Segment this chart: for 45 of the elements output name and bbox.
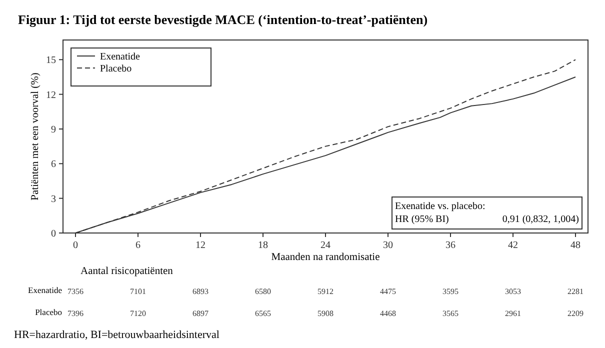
text: Aantal risicopatiënten — [80, 266, 174, 277]
y-tick-label: 15 — [46, 55, 56, 66]
text: 3595 — [442, 287, 458, 296]
x-tick-label: 6 — [136, 240, 140, 251]
text: 6897 — [192, 309, 208, 318]
text: 5908 — [318, 309, 334, 318]
text: 2961 — [505, 309, 521, 318]
x-tick-label: 36 — [446, 240, 456, 251]
x-tick-label: 48 — [570, 240, 580, 251]
text: 5912 — [318, 287, 334, 296]
y-tick-label: 3 — [51, 194, 56, 205]
text: 6580 — [255, 287, 271, 296]
annotation: Exenatide vs. placebo: — [395, 201, 486, 212]
x-tick-label: 42 — [508, 240, 518, 251]
y-tick-label: 6 — [51, 159, 56, 170]
annotation: 0,91 (0,832, 1,004) — [502, 214, 579, 225]
x-tick-label: 18 — [258, 240, 268, 251]
text: 7120 — [130, 309, 146, 318]
x-tick-label: 12 — [196, 240, 206, 251]
text: 2281 — [568, 287, 584, 296]
text: Placebo — [35, 307, 62, 317]
text: Exenatide — [28, 285, 62, 295]
x-tick-label: 24 — [320, 240, 330, 251]
text: 2209 — [568, 309, 584, 318]
x-axis-title: Maanden na randomisatie — [271, 252, 380, 263]
annotation: HR (95% BI) — [395, 214, 449, 225]
text: 7396 — [68, 309, 84, 318]
text: 7356 — [68, 287, 84, 296]
text: 3053 — [505, 287, 521, 296]
chart-title: Figuur 1: Tijd tot eerste bevestigde MACE (‘intention-to-treat’-patiënten) — [18, 12, 428, 27]
text: 6893 — [192, 287, 208, 296]
y-tick-label: 0 — [51, 228, 56, 240]
text: 6565 — [255, 309, 271, 318]
legend-label: Exenatide — [100, 52, 141, 62]
text: HR=hazardratio, BI=betrouwbaarheidsinterval — [14, 329, 220, 341]
text: 7101 — [130, 287, 146, 296]
x-tick-label: 0 — [73, 240, 78, 251]
text: 3565 — [442, 309, 458, 318]
x-tick-label: 30 — [383, 240, 393, 251]
y-axis-title: Patiënten met een voorval (%) — [30, 72, 41, 200]
text: 4468 — [380, 309, 396, 318]
legend-label: Placebo — [100, 64, 132, 74]
text: 4475 — [380, 287, 396, 296]
y-tick-label: 12 — [46, 90, 56, 101]
y-tick-label: 9 — [51, 124, 56, 136]
